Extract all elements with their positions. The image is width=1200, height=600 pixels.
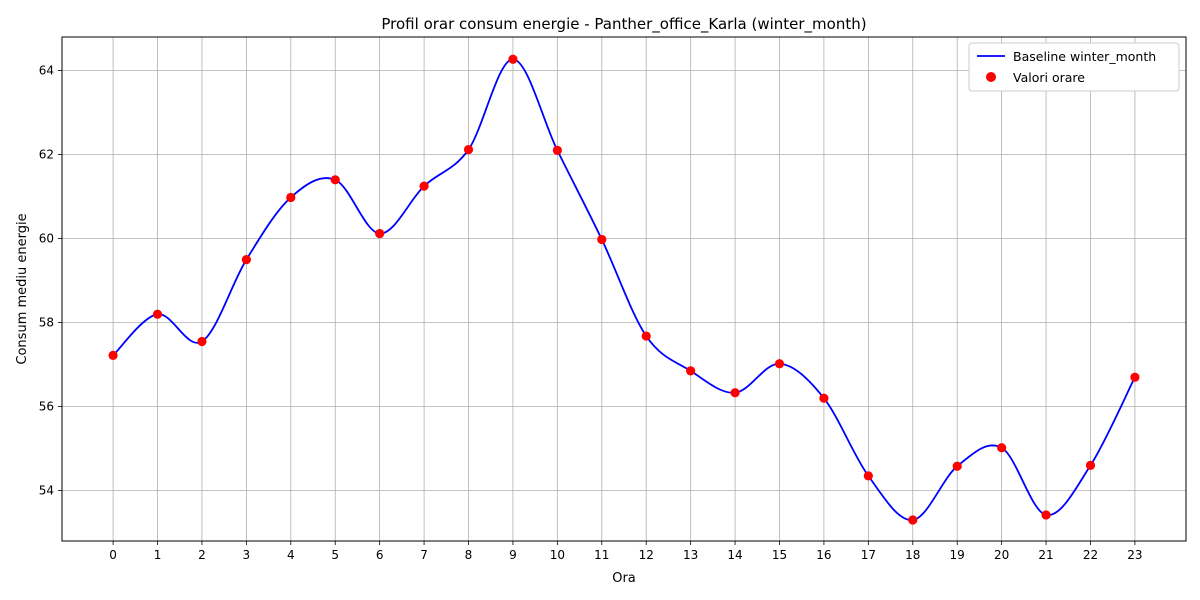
plot-area xyxy=(61,36,1187,542)
x-axis: 0 1 2 3 4 5 6 7 8 9 10 11 12 13 14 15 16 17 18 19 20 21 22 23 xyxy=(109,541,1143,562)
hourly-value-point xyxy=(686,366,696,376)
x-tick-label: 4 xyxy=(287,548,295,562)
hourly-value-point xyxy=(241,255,251,265)
baseline-line xyxy=(112,58,1136,521)
y-tick-label: 54 xyxy=(39,484,54,498)
x-tick-label: 20 xyxy=(994,548,1009,562)
y-tick-label: 60 xyxy=(39,232,54,246)
hourly-value-point xyxy=(419,181,429,191)
x-tick-label: 17 xyxy=(861,548,876,562)
x-tick-label: 0 xyxy=(109,548,117,562)
hourly-values-series xyxy=(108,54,1140,525)
x-axis-label: Ora xyxy=(612,571,636,586)
y-axis-label: Consum mediu energie xyxy=(15,213,30,364)
hourly-value-point xyxy=(508,54,518,64)
y-tick-label: 62 xyxy=(39,148,54,162)
x-tick-label: 7 xyxy=(420,548,428,562)
x-tick-label: 21 xyxy=(1038,548,1053,562)
hourly-value-point xyxy=(330,175,340,185)
legend-entry-points: Valori orare xyxy=(1013,70,1085,85)
hourly-value-point xyxy=(819,393,829,403)
legend: Baseline winter_month Valori orare xyxy=(968,42,1180,92)
y-tick-label: 64 xyxy=(39,64,54,78)
x-tick-label: 16 xyxy=(816,548,831,562)
hourly-value-point xyxy=(863,471,873,481)
x-tick-label: 18 xyxy=(905,548,920,562)
hourly-value-point xyxy=(463,144,474,155)
baseline-series xyxy=(112,58,1136,521)
x-tick-label: 6 xyxy=(376,548,384,562)
hourly-value-point xyxy=(1130,372,1140,382)
x-tick-label: 13 xyxy=(683,548,698,562)
x-tick-label: 22 xyxy=(1083,548,1098,562)
hourly-value-point xyxy=(1085,460,1096,470)
hourly-value-point xyxy=(152,309,163,319)
hourly-value-point xyxy=(730,388,740,398)
grid-lines xyxy=(62,37,1186,541)
x-tick-label: 11 xyxy=(594,548,609,562)
x-tick-label: 5 xyxy=(331,548,339,562)
x-tick-label: 3 xyxy=(243,548,251,562)
legend-box xyxy=(968,42,1180,92)
hourly-value-point xyxy=(197,336,207,347)
y-axis: 54 56 58 60 62 64 xyxy=(39,64,62,498)
chart-title: Profil orar consum energie - Panther_off… xyxy=(381,15,866,34)
legend-entry-baseline: Baseline winter_month xyxy=(1013,49,1156,64)
x-tick-label: 19 xyxy=(950,548,965,562)
hourly-value-point xyxy=(1041,510,1051,520)
hourly-value-point xyxy=(641,331,651,341)
y-tick-label: 58 xyxy=(39,316,54,330)
hourly-value-point xyxy=(997,443,1007,453)
hourly-value-point xyxy=(375,228,385,239)
x-tick-label: 14 xyxy=(727,548,742,562)
hourly-value-point xyxy=(774,359,785,369)
x-tick-label: 1 xyxy=(154,548,162,562)
x-tick-label: 9 xyxy=(509,548,517,562)
x-tick-label: 23 xyxy=(1127,548,1142,562)
x-tick-label: 10 xyxy=(550,548,565,562)
hourly-value-point xyxy=(597,234,607,245)
hourly-value-point xyxy=(108,350,118,360)
x-tick-label: 12 xyxy=(639,548,654,562)
hourly-value-point xyxy=(286,192,296,203)
hourly-value-point xyxy=(908,515,918,525)
hourly-value-point xyxy=(952,461,962,471)
hourly-value-point xyxy=(552,145,562,155)
x-tick-label: 8 xyxy=(465,548,473,562)
legend-point-swatch xyxy=(986,72,996,82)
x-tick-label: 15 xyxy=(772,548,787,562)
x-tick-label: 2 xyxy=(198,548,206,562)
y-tick-label: 56 xyxy=(39,400,54,414)
